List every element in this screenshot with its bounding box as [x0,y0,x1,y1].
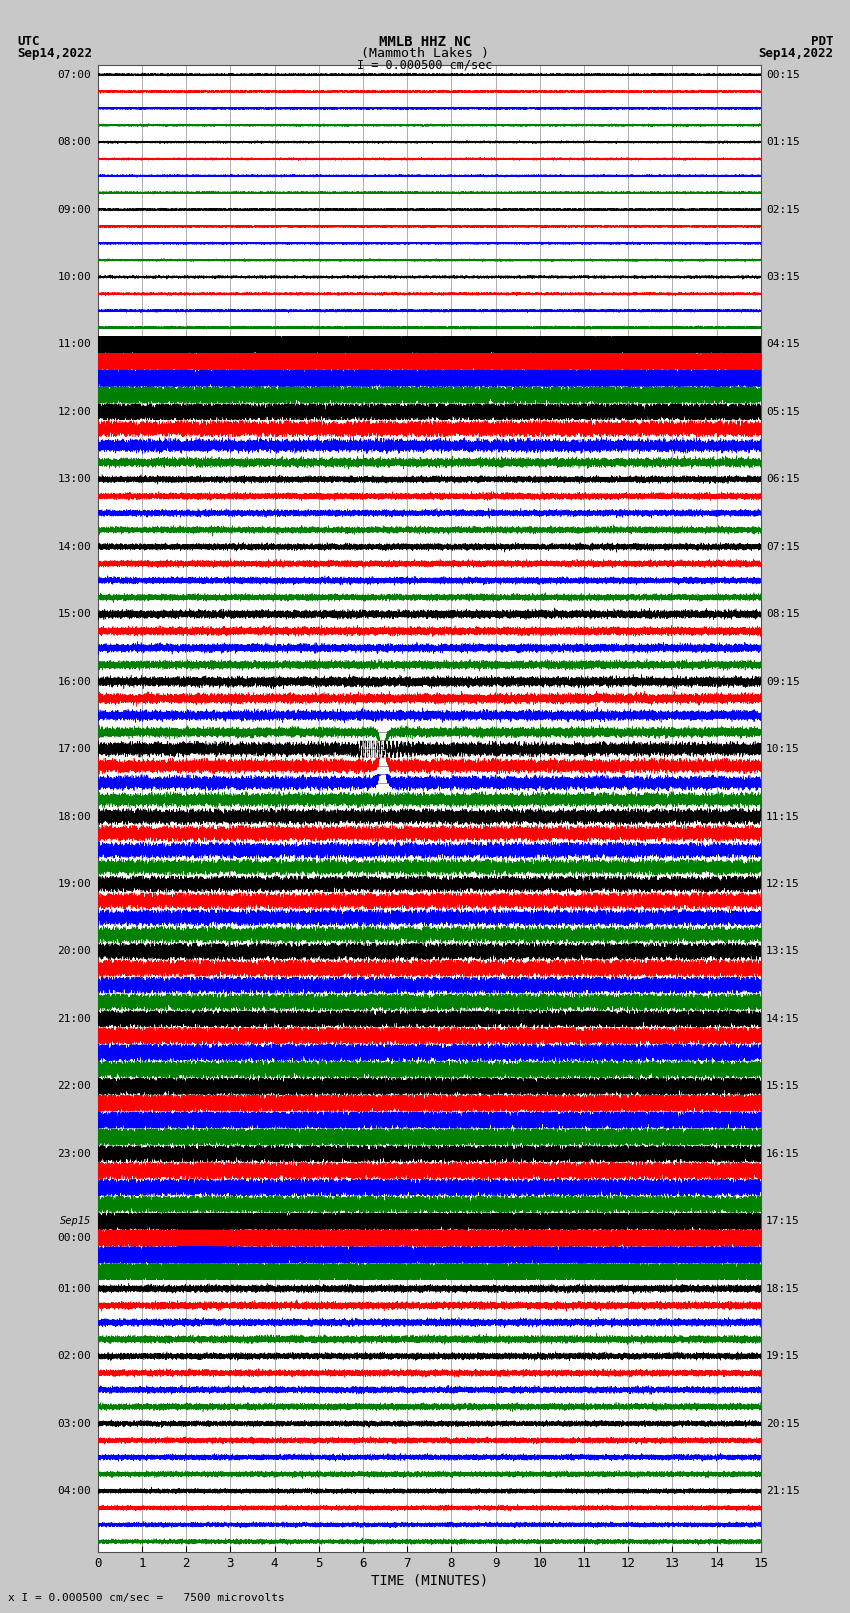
Text: 07:15: 07:15 [766,542,800,552]
Text: 09:00: 09:00 [57,205,91,215]
Text: 00:00: 00:00 [57,1232,91,1244]
Text: 12:00: 12:00 [57,406,91,416]
Text: 02:00: 02:00 [57,1352,91,1361]
Text: 12:15: 12:15 [766,879,800,889]
Text: 23:00: 23:00 [57,1148,91,1158]
Text: 14:15: 14:15 [766,1015,800,1024]
Text: 14:00: 14:00 [57,542,91,552]
Text: Sep14,2022: Sep14,2022 [17,47,92,60]
Text: 06:15: 06:15 [766,474,800,484]
Text: 20:15: 20:15 [766,1418,800,1429]
Text: 08:00: 08:00 [57,137,91,147]
Text: 19:00: 19:00 [57,879,91,889]
Text: 08:15: 08:15 [766,610,800,619]
Text: 13:00: 13:00 [57,474,91,484]
Text: 15:15: 15:15 [766,1081,800,1092]
Text: 17:15: 17:15 [766,1216,800,1226]
X-axis label: TIME (MINUTES): TIME (MINUTES) [371,1574,488,1587]
Text: 01:00: 01:00 [57,1284,91,1294]
Text: 15:00: 15:00 [57,610,91,619]
Text: 22:00: 22:00 [57,1081,91,1092]
Text: 11:15: 11:15 [766,811,800,821]
Text: 11:00: 11:00 [57,339,91,350]
Text: 18:00: 18:00 [57,811,91,821]
Text: 19:15: 19:15 [766,1352,800,1361]
Text: 05:15: 05:15 [766,406,800,416]
Text: 09:15: 09:15 [766,676,800,687]
Text: 04:00: 04:00 [57,1486,91,1495]
Text: 10:15: 10:15 [766,744,800,755]
Text: 18:15: 18:15 [766,1284,800,1294]
Text: Sep15: Sep15 [60,1216,91,1226]
Text: 02:15: 02:15 [766,205,800,215]
Text: x I = 0.000500 cm/sec =   7500 microvolts: x I = 0.000500 cm/sec = 7500 microvolts [8,1594,286,1603]
Text: 17:00: 17:00 [57,744,91,755]
Text: 01:15: 01:15 [766,137,800,147]
Text: MMLB HHZ NC: MMLB HHZ NC [379,35,471,50]
Text: 03:00: 03:00 [57,1418,91,1429]
Text: 16:00: 16:00 [57,676,91,687]
Text: Sep14,2022: Sep14,2022 [758,47,833,60]
Text: 04:15: 04:15 [766,339,800,350]
Text: 00:15: 00:15 [766,69,800,79]
Text: 21:15: 21:15 [766,1486,800,1495]
Text: (Mammoth Lakes ): (Mammoth Lakes ) [361,47,489,60]
Text: 20:00: 20:00 [57,947,91,957]
Text: 13:15: 13:15 [766,947,800,957]
Text: 21:00: 21:00 [57,1015,91,1024]
Text: UTC: UTC [17,35,39,48]
Text: 07:00: 07:00 [57,69,91,79]
Text: I = 0.000500 cm/sec: I = 0.000500 cm/sec [357,58,493,71]
Text: 16:15: 16:15 [766,1148,800,1158]
Text: PDT: PDT [811,35,833,48]
Text: 10:00: 10:00 [57,273,91,282]
Text: 03:15: 03:15 [766,273,800,282]
